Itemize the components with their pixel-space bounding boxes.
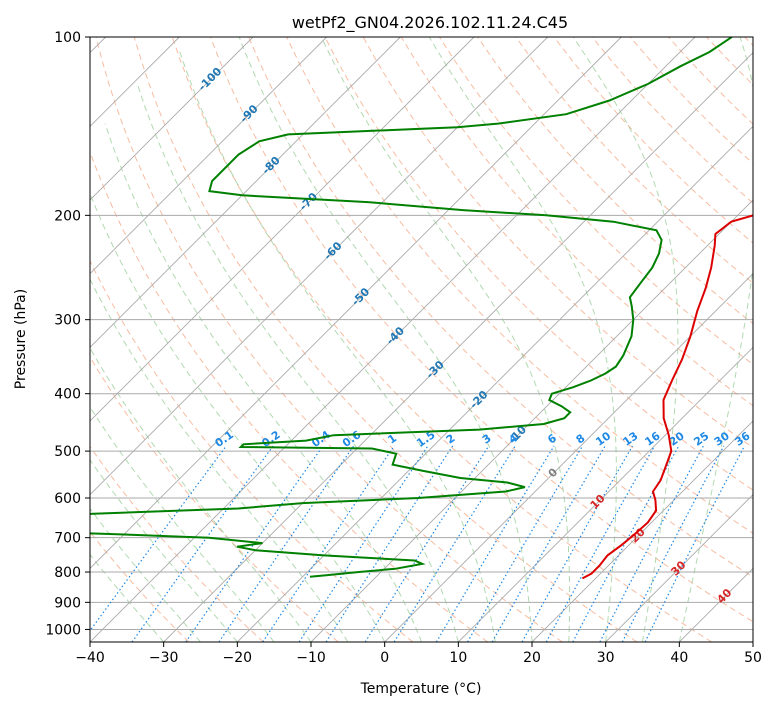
moist-adiabat-line	[90, 507, 201, 642]
x-tick-label: −40	[75, 650, 105, 666]
dry-adiabat-line	[90, 356, 339, 642]
dry-adiabat-line	[210, 37, 753, 623]
moist-adiabat-line	[90, 278, 349, 642]
x-tick-label: 30	[597, 650, 615, 666]
mixing-ratio-line	[621, 445, 725, 642]
mixing-ratio-line	[298, 445, 429, 642]
dry-adiabat-line	[90, 259, 414, 642]
isotherm-line	[237, 125, 753, 642]
x-axis-label: Temperature (°C)	[360, 681, 482, 697]
moist-adiabat-line	[428, 37, 617, 642]
x-tick-label: 10	[449, 650, 467, 666]
y-tick-label: 800	[54, 565, 81, 581]
x-tick-label: 0	[380, 650, 389, 666]
moist-adiabats	[90, 37, 753, 642]
moist-adiabat-line	[238, 37, 533, 642]
moist-adiabat-line	[90, 553, 165, 642]
dry-adiabat-line	[90, 445, 264, 642]
y-tick-label: 600	[54, 491, 81, 507]
mixing-ratio-line	[435, 445, 555, 642]
isotherm-line	[90, 37, 548, 496]
mixing-ratio-line	[185, 445, 324, 642]
dry-adiabats	[90, 37, 753, 642]
chart-title: wetPf2_GN04.2026.102.11.24.C45	[292, 13, 568, 33]
dewpoint-profile-line	[90, 37, 733, 578]
mixing-ratio-line	[545, 445, 656, 642]
x-axis: −40 −30 −20 −10 0 10 20 30 40 50	[75, 642, 762, 666]
x-tick-label: −20	[223, 650, 253, 666]
x-tick-label: −30	[149, 650, 179, 666]
y-tick-label: 500	[54, 444, 81, 460]
moist-adiabat-line	[320, 37, 571, 642]
isotherm-line	[90, 37, 696, 642]
dry-adiabat-line	[95, 37, 563, 642]
y-axis: 100 200 300 400 500 600 700 800 900 1000	[45, 30, 90, 638]
x-tick-label: 40	[670, 650, 688, 666]
mixing-ratio-line	[218, 445, 355, 642]
isotherm-line	[310, 199, 753, 642]
isotherm-line	[163, 52, 753, 642]
isotherm-line	[605, 494, 753, 642]
moist-adiabat-line	[678, 37, 753, 642]
dry-adiabat-line	[515, 37, 753, 284]
y-tick-label: 100	[54, 30, 81, 46]
mixing-ratio-lines	[90, 445, 746, 642]
isotherm-line	[90, 37, 327, 275]
isotherm-line	[90, 37, 401, 348]
dry-adiabat-line	[324, 37, 753, 491]
temperature-profile-line	[581, 214, 753, 580]
isotherm-line	[531, 420, 753, 642]
dry-adiabat-line	[171, 37, 712, 642]
mixing-ratio-line	[466, 445, 584, 642]
mixing-ratio-line	[393, 445, 516, 642]
x-tick-label: 50	[744, 650, 762, 666]
y-tick-label: 200	[54, 208, 81, 224]
y-tick-label: 900	[54, 595, 81, 611]
y-tick-label: 300	[54, 313, 81, 329]
x-tick-label: 20	[523, 650, 541, 666]
mixing-ratio-line	[262, 445, 395, 642]
moist-adiabat-line	[178, 49, 496, 642]
mixing-ratio-line	[644, 445, 746, 642]
dry-adiabat-line	[248, 37, 753, 578]
moist-adiabat-line	[90, 347, 312, 642]
mixing-ratio-line	[521, 445, 634, 642]
moist-adiabat-line	[90, 406, 275, 642]
y-axis-label: Pressure (hPa)	[13, 289, 29, 389]
moist-adiabat-line	[136, 83, 459, 642]
moist-adiabat-line	[572, 37, 679, 642]
isobars	[90, 37, 753, 630]
isotherm-line	[90, 37, 475, 422]
isotherm-line	[90, 37, 622, 569]
isotherm-line	[384, 273, 753, 642]
plot-frame	[89, 36, 754, 643]
mixing-ratio-line	[131, 445, 274, 642]
y-tick-label: 700	[54, 531, 81, 547]
mixing-ratio-line	[364, 445, 490, 642]
moist-adiabat-line	[104, 123, 422, 642]
isotherms	[90, 37, 753, 642]
x-tick-label: −10	[296, 650, 326, 666]
y-tick-label: 1000	[45, 622, 81, 638]
y-tick-label: 400	[54, 387, 81, 403]
isotherm-line	[90, 37, 254, 201]
isotherm-line	[458, 346, 753, 642]
dry-adiabat-line	[133, 37, 638, 642]
mixing-ratio-line	[325, 445, 454, 642]
dry-adiabat-line	[286, 37, 753, 534]
